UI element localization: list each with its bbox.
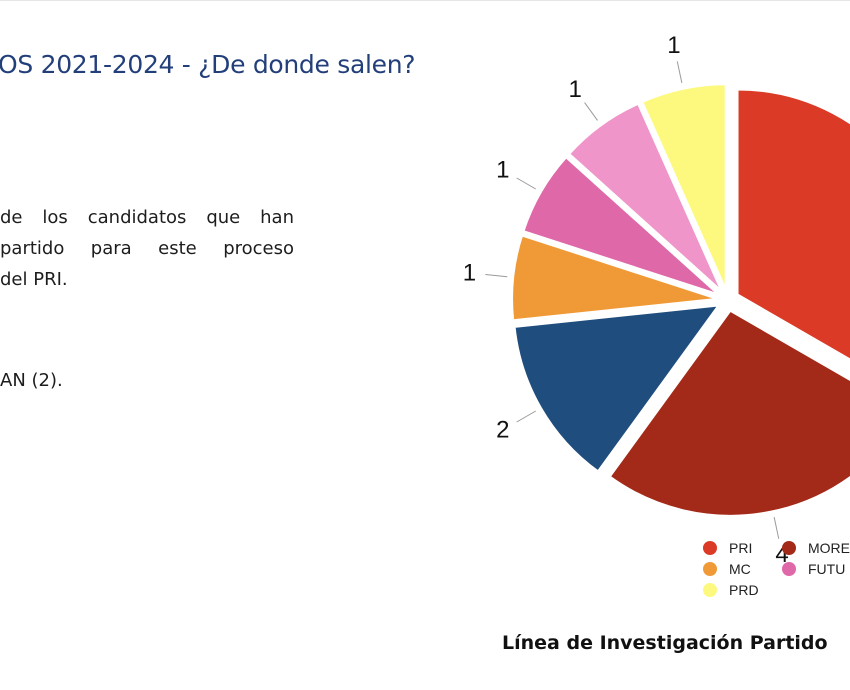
data-label-leader [584, 102, 598, 121]
pie-slice-futu [522, 155, 720, 296]
legend-swatch-mc [703, 562, 717, 576]
body-line-3: del PRI. [0, 269, 68, 290]
legend-item-futu: FUTU [782, 561, 845, 577]
legend-label-more: MORE [808, 540, 850, 556]
body-line-2: partido para este proceso [0, 238, 294, 259]
pie-slice-prd [641, 83, 727, 290]
legend-swatch-pri [703, 541, 717, 555]
legend-swatch-more [782, 541, 796, 555]
data-label: 1 [463, 259, 476, 286]
data-label-leader [485, 273, 508, 278]
pie-slice-unlabeled-5 [567, 102, 723, 292]
pie-slice-unlabeled-2 [513, 304, 721, 473]
legend-item-prd: PRD [703, 582, 759, 598]
data-label: 1 [568, 76, 581, 103]
data-label: 2 [496, 417, 509, 444]
slide-title: OS 2021-2024 - ¿De donde salen? [0, 50, 416, 79]
legend-item-pri: PRI [703, 540, 752, 556]
pie-slice-more [608, 309, 850, 517]
legend-label-mc: MC [729, 561, 751, 577]
top-divider [0, 0, 850, 1]
data-label-leader [516, 177, 536, 190]
note-text: AN (2). [0, 370, 63, 391]
legend-label-pri: PRI [729, 540, 753, 556]
legend-label-futu: FUTU [808, 561, 846, 577]
legend-swatch-prd [703, 583, 717, 597]
data-label: 1 [496, 157, 509, 184]
data-label-leader [676, 61, 683, 83]
pie-slice-pri [736, 88, 850, 361]
data-label-leader [773, 517, 780, 539]
body-line-1: de los candidatos que han [0, 207, 294, 228]
chart-legend: PRI MORE MC FUTU PRD [703, 540, 850, 606]
data-label-leader [516, 410, 536, 423]
legend-item-more: MORE [782, 540, 850, 556]
legend-swatch-futu [782, 562, 796, 576]
legend-item-mc: MC [703, 561, 751, 577]
data-label: 1 [667, 32, 680, 59]
source-caption: Línea de Investigación Partido [502, 632, 828, 654]
legend-label-prd: PRD [729, 582, 759, 598]
pie-slice-mc [511, 234, 718, 322]
body-paragraph: de los candidatos que han partido para e… [0, 202, 294, 295]
